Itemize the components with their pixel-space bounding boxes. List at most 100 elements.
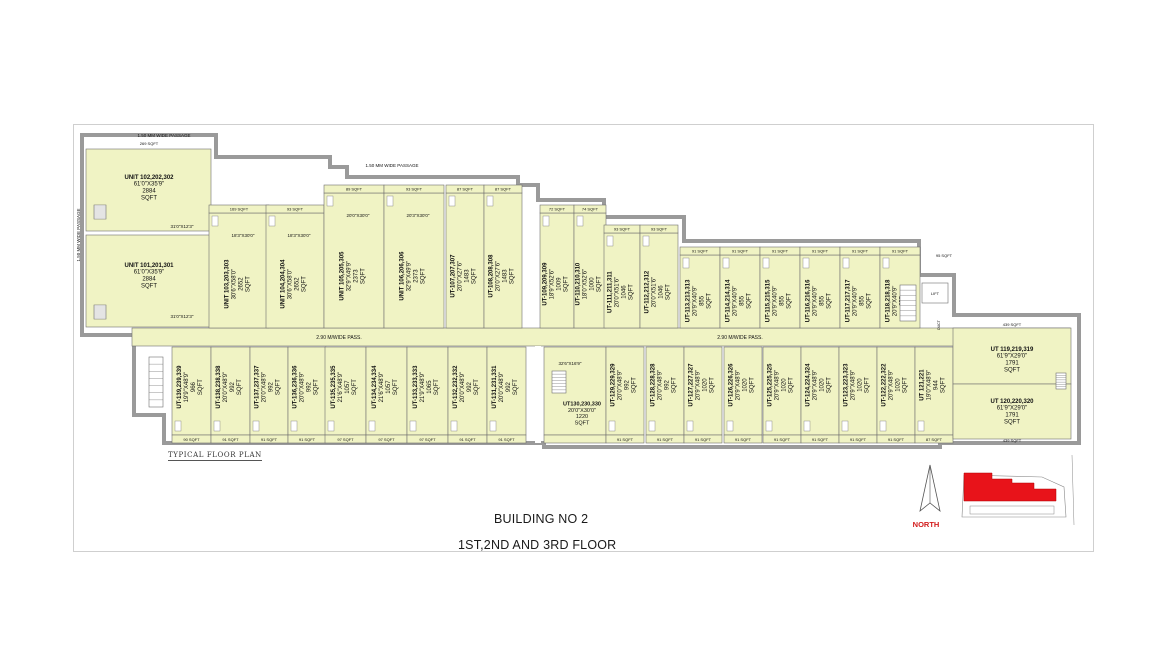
bottom-unit-3-tag: 91 SQFT [261,437,278,442]
bottom-unit-r8-label-line: UT-122,222,322 [882,363,888,407]
top-unit-16-balcony [879,246,921,256]
building-title: BUILDING NO 2 [494,512,589,526]
bottom-unit-7-label-line: SQFT [434,379,440,395]
bottom-unit-130-size: 32'6"X16'9" [559,361,582,366]
bottom-unit-2-label-line: 20'0"X48'9" [223,372,229,403]
top-unit-7-toilet [542,215,550,227]
bottom-unit-4-tag: 91 SQFT [299,437,316,442]
bottom-unit-r3-label-line: UT-127,227,327 [689,363,695,407]
bottom-unit-130-label-line: SQFT [575,420,590,426]
bottom-unit-r9-toilet [917,420,925,432]
top-unit-6-label-line: UT-108,208,308 [489,254,495,298]
unit-120-label-line: UT 120,220,320 [990,399,1034,405]
bottom-unit-4-label-line: 20'0"X48'9" [300,372,306,403]
bottom-unit-1-tag: 90 SQFT [183,437,200,442]
key-plan-highlight [963,472,1057,502]
bottom-unit-1-label-line: UT-139,239,339 [177,365,183,409]
top-unit-8-label-group: UT-110,210,310 18'0"X52'6" 1000 SQFT [576,262,603,305]
unit-102-sub: 31'0"X12'3" [171,224,194,229]
duct-label: DUCT [937,319,941,330]
top-passage-1-label: 1.50 MM WIDE PASSAGE [138,133,191,138]
top-unit-9-label-line: 20'0"X51'6" [615,277,621,308]
bottom-unit-6-tag: 97 SQFT [378,437,395,442]
top-unit-9-tag: 93 SQFT [614,227,631,232]
top-unit-5-label-line: 20'0"X27'6" [458,261,464,292]
top-unit-13-label-group: UT-115,215,315 20'9"X40'9" 855 SQFT [766,279,793,322]
bottom-unit-1-label-line: 19'9"X48'9" [184,372,190,403]
bottom-unit-r4-label-line: UT-126,226,326 [729,363,735,407]
unit-120-tag: 439 SQFT [1003,438,1022,443]
bottom-unit-9-label-group: UT-131,231,331 20'0"X48'9" 992 SQFT [492,365,519,409]
bottom-unit-8-label-line: 20'0"X48'9" [460,372,466,403]
bottom-unit-1-label-line: 966 [191,381,197,392]
top-unit-16-label-line: 20'9"X40'9" [893,286,899,317]
bottom-unit-r6-label-line: 20'9"X48'9" [813,370,819,401]
top-unit-14-label-group: UT-116,216,316 20'9"X40'9" 855 SQFT [806,279,833,322]
unit-101-label-line: UNIT 101,201,301 [124,263,174,269]
bottom-unit-r2 [645,346,685,436]
top-unit-6-toilet [486,195,494,207]
top-unit-9-label-line: 1046 [621,285,627,299]
top-unit-10-label-line: 20'0"X51'6" [652,277,658,308]
top-unit-10-toilet [642,235,650,247]
bottom-unit-6-label-line: 21'6"X48'9" [379,372,385,403]
bottom-unit-r4-label-line: 1020 [742,378,748,392]
bottom-unit-2-label-line: 992 [230,381,236,392]
bottom-unit-r9-label-line: 19'0"X48'9" [927,370,933,401]
bottom-unit-4 [287,346,327,436]
bottom-unit-r9 [914,346,954,436]
bottom-unit-r3-label-line: 1020 [702,378,708,392]
top-unit-3 [323,192,385,329]
left-stair-1 [93,204,107,220]
top-unit-6-label-line: SQFT [509,268,515,284]
bottom-unit-5-toilet [327,420,335,432]
top-unit-6 [483,192,523,329]
bottom-unit-r1-balcony [605,434,645,444]
top-unit-16-tag: 91 SQFT [892,249,909,254]
bottom-unit-r3-tag: 91 SQFT [695,437,712,442]
bottom-unit-r2-toilet [648,420,656,432]
bottom-unit-r3 [683,346,723,436]
top-unit-4-label-line: 2373 [413,269,419,283]
bottom-unit-r6-label-group: UT-124,224,324 20'9"X48'9" 1020 SQFT [806,363,833,407]
top-unit-4 [383,192,445,329]
top-unit-3-size: 20'0"X30'0" [347,213,370,218]
top-unit-13-label-line: UT-115,215,315 [766,279,772,322]
top-unit-2-tag: 93 SQFT [287,207,304,212]
top-unit-9-label-group: UT-111,211,311 20'0"X51'6" 1046 SQFT [608,271,635,313]
bottom-unit-r2-tag: 91 SQFT [657,437,674,442]
bottom-unit-7-tag: 97 SQFT [419,437,436,442]
bottom-left-stair [148,356,164,408]
bottom-unit-r8-toilet [879,420,887,432]
top-unit-2-size: 18'3"X30'0" [288,233,311,238]
bottom-unit-3-label-line: SQFT [275,379,281,395]
bottom-unit-r1 [605,346,645,436]
bottom-unit-r6 [800,346,840,436]
top-unit-10-label-group: UT-112,212,312 20'0"X51'6" 1046 SQFT [645,270,672,313]
top-unit-9-label-line: SQFT [628,284,634,300]
unit-102-label-line: 2884 [142,189,156,195]
bottom-unit-130-label-line: UT130,230,330 [563,401,601,407]
top-unit-1 [208,212,270,329]
bottom-unit-2-toilet [213,420,221,432]
bottom-unit-9-tag: 91 SQFT [498,437,515,442]
top-unit-7-label-line: 1009 [556,277,562,291]
top-unit-3-label-group: UNIT 105,205,305 32'9"X49'9" 2373 SQFT [340,251,367,301]
bottom-unit-r6-label-line: UT-124,224,324 [806,363,812,407]
bottom-unit-r2-label-line: 20'0"X48'9" [658,370,664,401]
top-unit-8-toilet [576,215,584,227]
bottom-unit-r5-tag: 91 SQFT [774,437,791,442]
top-unit-12-label-line: 855 [739,295,745,306]
top-unit-3-label-line: 2373 [353,269,359,283]
top-unit-5-label-line: UT-107,207,307 [451,254,457,298]
top-unit-1-label-group: UNIT 103,203,303 30'6"X58'0" 2652 SQFT [225,259,252,309]
bottom-unit-r6-tag: 91 SQFT [812,437,829,442]
top-unit-14-tag: 91 SQFT [812,249,829,254]
bottom-unit-r5-label-line: SQFT [788,377,794,393]
top-unit-4-size: 20'3"X30'0" [407,213,430,218]
unit-120-label-line: 61'9"X29'0" [997,406,1028,412]
bottom-unit-r7-tag: 91 SQFT [850,437,867,442]
top-unit-11-label-group: UT-113,213,313 20'9"X40'9" 855 SQFT [686,279,713,322]
top-unit-1-size: 18'3"X30'0" [232,233,255,238]
bottom-unit-9-label-line: 20'0"X48'9" [499,372,505,403]
